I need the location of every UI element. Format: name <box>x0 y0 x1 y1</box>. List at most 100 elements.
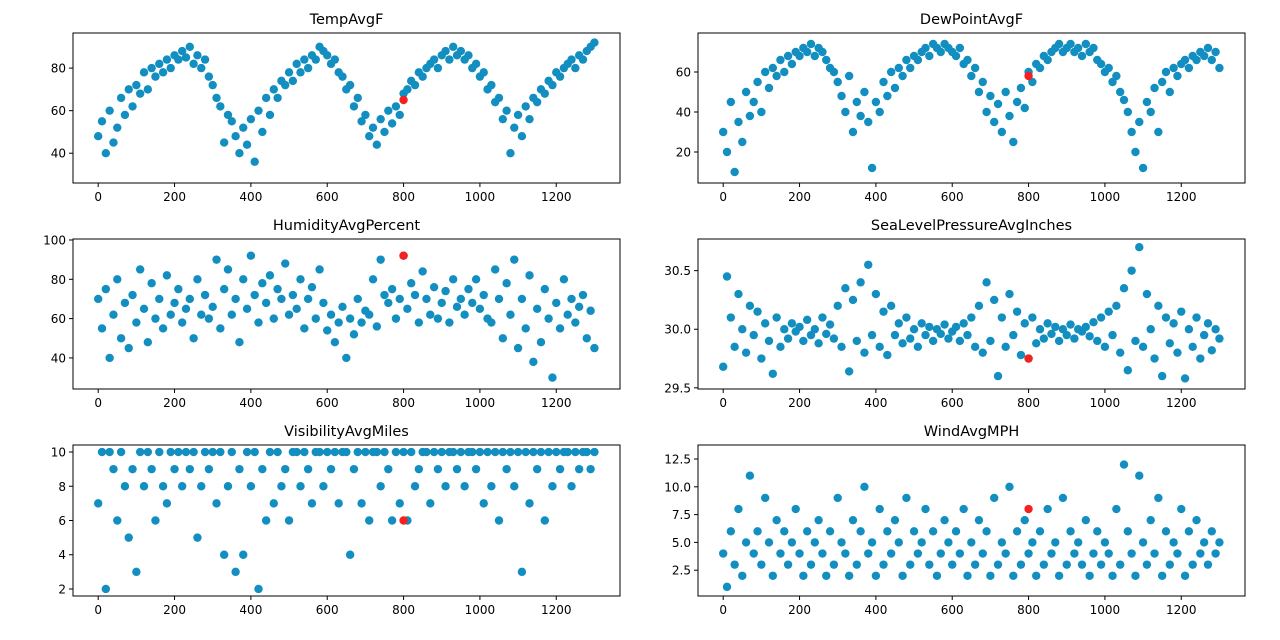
data-point <box>532 304 542 313</box>
data-point <box>852 336 861 346</box>
data-point <box>1135 117 1144 127</box>
data-point <box>208 302 217 312</box>
x-tick-label: 200 <box>788 396 811 410</box>
data-point <box>479 68 488 77</box>
data-point <box>277 294 286 304</box>
data-point <box>1119 460 1129 469</box>
data-point <box>802 527 812 536</box>
data-point <box>471 464 481 474</box>
data-point <box>422 447 431 457</box>
data-point <box>990 117 999 127</box>
data-point <box>1005 482 1014 492</box>
data-point <box>109 464 118 474</box>
x-tick-label: 600 <box>941 190 964 204</box>
data-point <box>894 319 903 328</box>
data-point <box>330 447 340 457</box>
data-point <box>177 46 187 56</box>
x-tick-label: 0 <box>94 603 102 617</box>
y-tick-label: 60 <box>676 66 691 80</box>
data-point <box>829 67 839 77</box>
data-point <box>162 55 172 64</box>
data-point <box>990 493 999 503</box>
data-point <box>552 447 561 457</box>
data-point <box>810 325 820 334</box>
data-point <box>1009 137 1018 147</box>
data-point <box>525 499 534 508</box>
axes-frame <box>697 32 1246 184</box>
data-point <box>513 110 523 120</box>
data-point <box>1173 348 1182 357</box>
data-point <box>330 55 340 64</box>
data-point <box>864 117 873 127</box>
data-point <box>890 330 900 340</box>
data-point <box>448 275 458 284</box>
data-point <box>113 123 122 132</box>
data-point <box>510 255 519 264</box>
data-point <box>1100 538 1110 547</box>
data-point <box>978 77 987 87</box>
data-point <box>456 294 466 304</box>
data-point <box>380 127 389 137</box>
x-tick-label: 0 <box>719 603 727 617</box>
data-point <box>143 85 153 94</box>
data-point <box>1043 319 1052 328</box>
data-point <box>738 325 747 334</box>
x-tick-label: 800 <box>392 603 415 617</box>
x-tick-label: 400 <box>864 396 887 410</box>
data-point <box>1199 538 1209 547</box>
data-point <box>284 68 294 77</box>
data-point <box>1199 51 1209 61</box>
data-point <box>730 342 739 352</box>
data-point <box>997 538 1007 547</box>
data-point <box>219 284 229 294</box>
data-point <box>841 284 850 293</box>
data-point <box>917 538 926 547</box>
data-point <box>170 464 179 474</box>
data-point <box>517 131 527 141</box>
data-point <box>387 284 397 294</box>
subplot-visibilityavgmiles: VisibilityAvgMiles 0 200 400 600 800 1000 1200 2… <box>51 424 621 617</box>
data-point <box>479 499 488 508</box>
data-point <box>185 42 195 52</box>
data-point <box>139 68 149 77</box>
data-point <box>959 504 968 514</box>
data-point <box>1077 51 1087 61</box>
data-point <box>787 538 797 547</box>
data-point <box>300 324 309 333</box>
data-point <box>219 138 229 147</box>
data-point <box>357 117 366 126</box>
data-point <box>1054 39 1064 49</box>
data-point <box>1043 504 1052 514</box>
data-point <box>376 255 385 264</box>
data-point <box>993 560 1003 569</box>
x-tick-label: 800 <box>1017 396 1040 410</box>
data-point <box>239 123 248 132</box>
data-point <box>437 298 446 308</box>
data-point <box>1112 301 1121 310</box>
data-point <box>216 447 225 457</box>
data-point <box>1196 354 1205 363</box>
data-point <box>1058 493 1068 503</box>
data-point <box>338 72 347 81</box>
data-point <box>764 83 774 93</box>
data-point <box>990 295 999 305</box>
data-point <box>1085 571 1094 580</box>
data-point <box>726 97 736 107</box>
data-point <box>574 302 584 312</box>
data-point <box>258 279 267 288</box>
data-point <box>128 290 137 300</box>
data-point <box>445 55 454 64</box>
data-point <box>1047 549 1056 558</box>
data-point <box>814 515 823 525</box>
data-point <box>906 63 915 73</box>
y-tick-label: 2 <box>58 582 66 596</box>
data-point <box>521 447 530 457</box>
data-point <box>555 324 565 333</box>
chart-title: VisibilityAvgMiles <box>284 424 409 440</box>
scatter-points <box>718 460 1224 592</box>
data-point <box>852 560 861 569</box>
data-point <box>951 527 961 536</box>
data-point <box>1054 336 1064 346</box>
data-point <box>403 304 412 313</box>
data-point <box>871 97 881 107</box>
